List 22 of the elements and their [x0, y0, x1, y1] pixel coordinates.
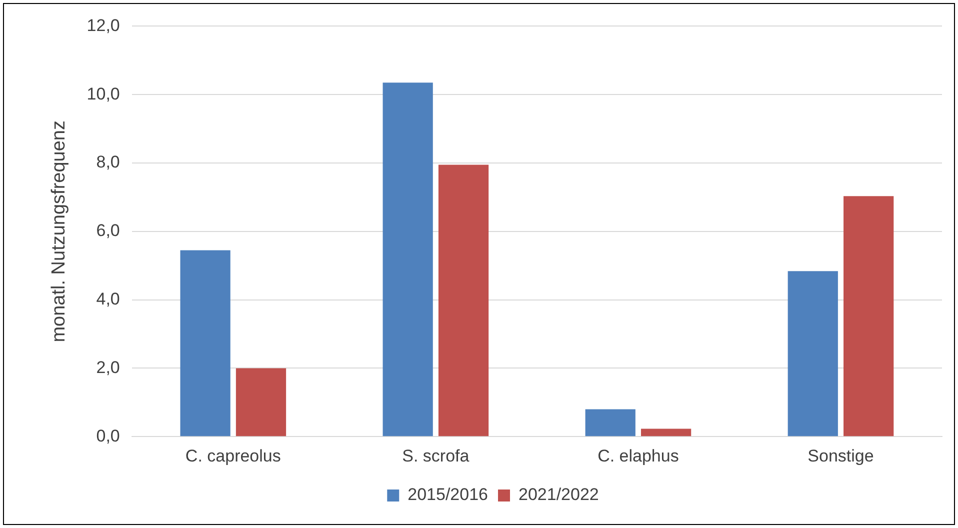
y-axis-title: monatl. Nutzungsfrequenz — [48, 120, 70, 342]
bar — [382, 82, 433, 436]
legend-label: 2015/2016 — [408, 485, 488, 504]
y-tick-label: 0,0 — [96, 426, 120, 446]
bar — [844, 196, 894, 436]
bar — [236, 368, 286, 436]
bar — [438, 164, 489, 436]
y-tick-label: 10,0 — [86, 84, 120, 104]
bar — [788, 271, 838, 436]
x-tick-label: C. elaphus — [598, 446, 679, 466]
y-tick-label: 4,0 — [96, 289, 120, 308]
y-tick-label: 2,0 — [96, 358, 120, 377]
x-tick-label: Sonstige — [808, 446, 874, 466]
y-tick-label: 8,0 — [96, 152, 120, 172]
x-tick-label: S. scrofa — [402, 446, 470, 466]
bar — [180, 250, 230, 436]
y-tick-label: 6,0 — [96, 221, 120, 240]
x-tick-label: C. capreolus — [185, 446, 281, 466]
legend-label: 2021/2022 — [518, 485, 599, 504]
bar — [640, 428, 692, 436]
bar — [585, 409, 636, 436]
y-tick-label: 12,0 — [86, 16, 120, 35]
